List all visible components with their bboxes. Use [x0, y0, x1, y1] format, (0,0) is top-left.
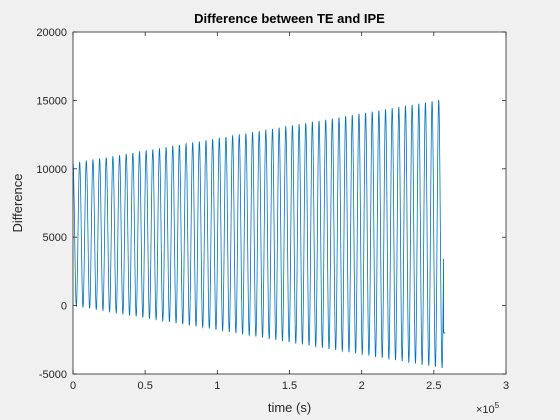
- x-tick-label: 0: [70, 380, 76, 392]
- x-axis-exponent: ×105: [476, 401, 500, 416]
- x-axis-exponent-base: ×10: [476, 404, 495, 416]
- x-tick-label: 1.5: [282, 380, 297, 392]
- y-tick-label: 5000: [43, 232, 67, 244]
- x-axis-exponent-power: 5: [495, 401, 500, 410]
- x-axis-label: time (s): [268, 400, 311, 415]
- data-layer: [72, 99, 446, 369]
- x-tick-label: 0.5: [138, 380, 153, 392]
- x-tick-label: 1: [214, 380, 220, 392]
- x-tick-label: 2.5: [426, 380, 441, 392]
- y-tick-label: 20000: [36, 27, 67, 39]
- series-line: [72, 99, 446, 369]
- y-axis-label: Difference: [10, 173, 25, 232]
- chart-title: Difference between TE and IPE: [194, 11, 385, 26]
- y-tick-label: 15000: [36, 95, 67, 107]
- y-tick-label: 10000: [36, 164, 67, 176]
- y-tick-label: -5000: [39, 369, 67, 381]
- x-tick-label: 3: [503, 380, 509, 392]
- x-tick-label: 2: [359, 380, 365, 392]
- y-tick-label: 0: [61, 301, 67, 313]
